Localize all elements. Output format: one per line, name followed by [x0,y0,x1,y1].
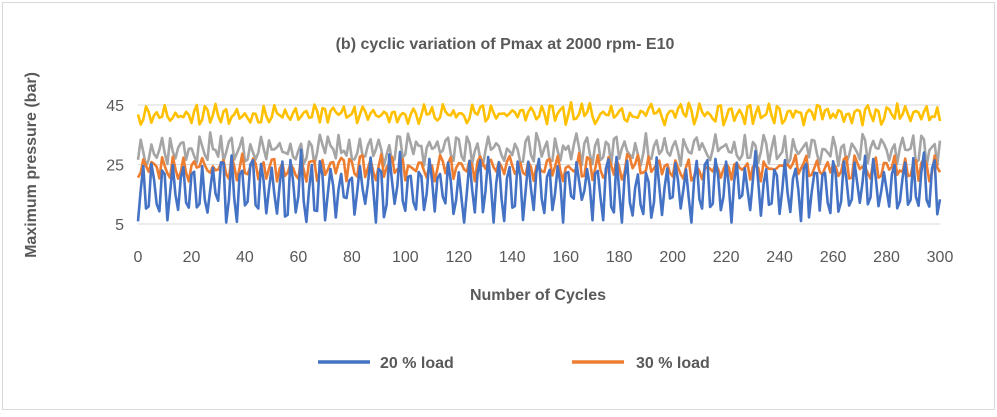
x-tick-label: 100 [392,249,419,266]
x-tick-label: 80 [343,249,361,266]
legend-label: 30 % load [636,355,710,372]
x-tick-label: 200 [659,249,686,266]
series-line-2 [136,131,942,168]
x-axis: 0 20 40 60 80 100 120 140 160 180 200 220 240 260 280 3… [134,249,954,266]
legend: 20 % load 30 % load [318,355,710,372]
legend-label: 20 % load [380,355,454,372]
y-axis-title: Maximum pressure (bar) [23,72,40,258]
x-axis-title: Number of Cycles [470,287,606,304]
chart-border [2,2,995,410]
series-line-0 [136,148,942,224]
y-tick-label: 25 [106,158,124,175]
x-tick-label: 0 [134,249,143,266]
x-tick-label: 240 [766,249,793,266]
y-tick-label: 5 [115,217,124,234]
x-tick-label: 60 [290,249,308,266]
x-tick-label: 160 [552,249,579,266]
x-tick-label: 140 [499,249,526,266]
series-layer [136,101,942,224]
y-axis: 5 25 45 [106,98,124,234]
series-line-3 [136,101,942,127]
x-tick-label: 120 [445,249,472,266]
chart-title: (b) cyclic variation of Pmax at 2000 rpm… [336,36,675,53]
y-tick-label: 45 [106,98,124,115]
x-tick-label: 300 [927,249,954,266]
x-tick-label: 260 [820,249,847,266]
x-tick-label: 180 [606,249,633,266]
x-tick-label: 40 [236,249,254,266]
x-tick-label: 20 [183,249,201,266]
x-tick-label: 220 [713,249,740,266]
x-tick-label: 280 [873,249,900,266]
